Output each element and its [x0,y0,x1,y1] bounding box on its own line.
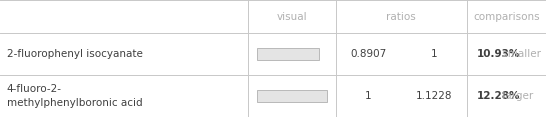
Text: 12.28%: 12.28% [477,91,520,101]
Text: visual: visual [277,12,307,22]
Text: 10.93%: 10.93% [477,49,520,59]
Text: 1.1228: 1.1228 [416,91,452,101]
Text: smaller: smaller [499,49,541,59]
Bar [257,48,319,60]
Bar [257,90,327,102]
Text: 1: 1 [365,91,372,101]
Text: 1: 1 [431,49,437,59]
Text: 0.8907: 0.8907 [351,49,387,59]
Text: 2-fluorophenyl isocyanate: 2-fluorophenyl isocyanate [7,49,143,59]
Text: 4-fluoro-2-
methylphenylboronic acid: 4-fluoro-2- methylphenylboronic acid [7,84,142,108]
Text: ratios: ratios [387,12,416,22]
Text: larger: larger [499,91,533,101]
Text: comparisons: comparisons [473,12,540,22]
